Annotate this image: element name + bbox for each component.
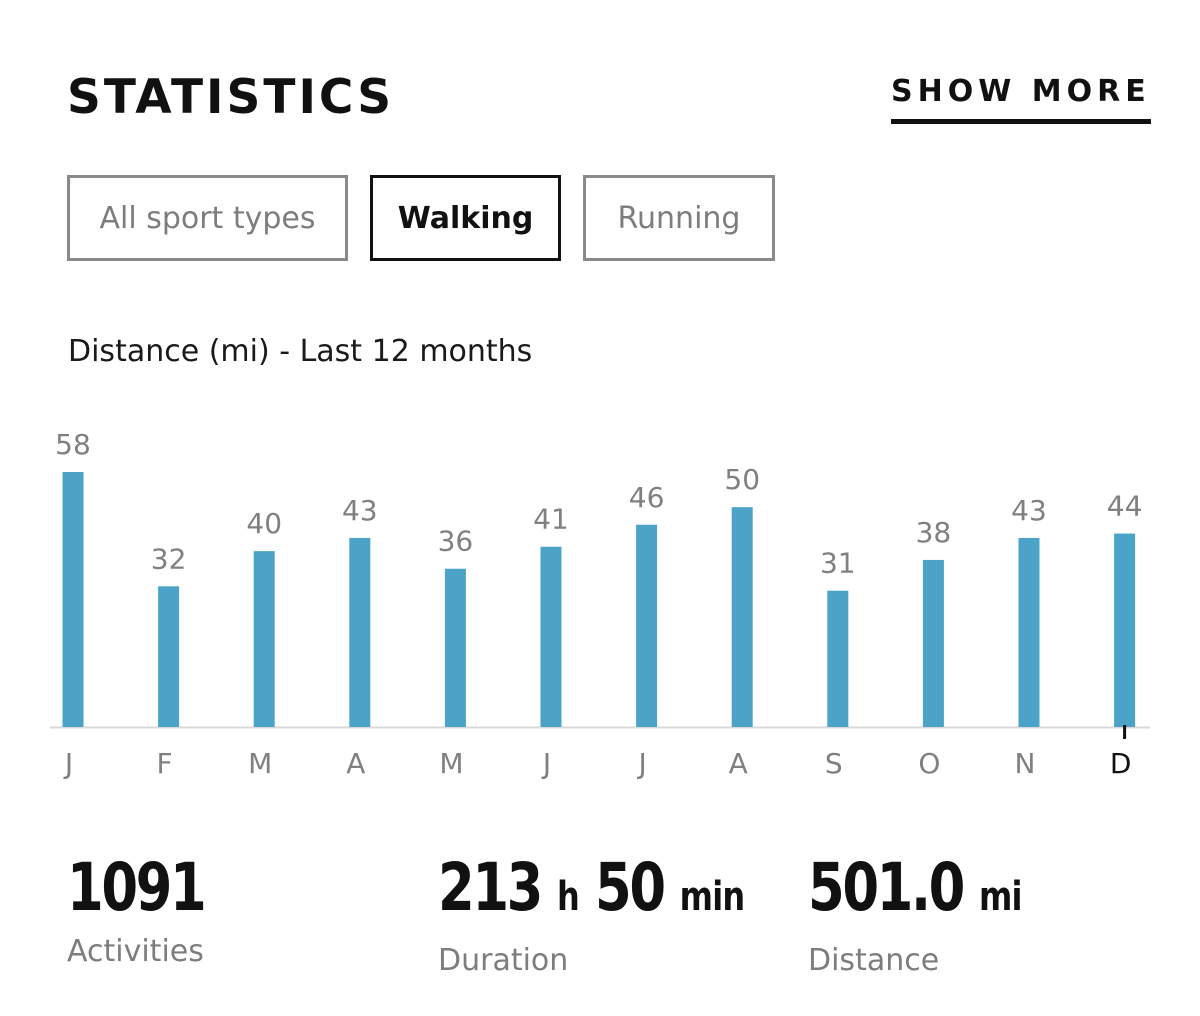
chart-bar	[158, 586, 180, 727]
bar-value-label: 46	[629, 481, 665, 514]
tab-walking[interactable]: Walking	[370, 175, 561, 261]
bar-value-label: 50	[724, 463, 760, 496]
tab-running[interactable]: Running	[583, 175, 775, 261]
bar-value-label: 40	[246, 507, 282, 540]
chart-bar	[922, 559, 944, 727]
distance-label: Distance	[808, 943, 940, 978]
duration-stat: 213 h 50 min Duration	[438, 848, 821, 978]
chart-bar	[540, 546, 562, 727]
distance-stat: 501.0 mi Distance	[808, 848, 1075, 978]
duration-hours: 213	[438, 849, 543, 926]
x-tick-label: F	[157, 747, 173, 780]
x-tick-label: D	[1110, 747, 1132, 780]
duration-minutes: 50	[594, 849, 666, 926]
bar-value-label: 43	[342, 494, 378, 527]
chart-bar	[1114, 533, 1136, 727]
x-tick-label: M	[248, 747, 272, 780]
bar-value-label: 43	[1011, 494, 1047, 527]
show-more-button[interactable]: SHOW MORE	[891, 74, 1151, 124]
distance-unit: mi	[979, 874, 1023, 920]
activities-stat: 1091 Activities	[67, 848, 239, 969]
chart-bar	[444, 568, 466, 727]
bar-value-label: 58	[55, 428, 91, 461]
bar-value-label: 44	[1107, 490, 1143, 523]
x-tick-label: N	[1015, 747, 1036, 780]
distance-value: 501.0 mi	[808, 848, 1023, 937]
bar-value-label: 31	[820, 547, 856, 580]
duration-value: 213 h 50 min	[438, 848, 745, 937]
x-tick-label: O	[918, 747, 940, 780]
x-tick-label: J	[636, 747, 646, 780]
chart-bar	[253, 551, 275, 727]
chart-bar	[636, 524, 658, 727]
x-tick-label: A	[346, 747, 365, 780]
chart-bar	[731, 507, 753, 727]
duration-hours-unit: h	[557, 874, 580, 920]
activities-label: Activities	[67, 934, 204, 969]
bar-value-label: 36	[438, 525, 474, 558]
tab-all-sport-types[interactable]: All sport types	[67, 175, 348, 261]
bar-value-label: 32	[151, 542, 187, 575]
activities-value: 1091	[67, 848, 207, 928]
bar-value-label: 41	[533, 503, 569, 536]
page-title: STATISTICS	[67, 70, 395, 125]
duration-label: Duration	[438, 943, 569, 978]
activities-count: 1091	[67, 849, 207, 926]
x-tick-label: J	[541, 747, 551, 780]
chart-bar	[349, 537, 371, 727]
distance-bar-chart: 58 J 32 F 40 M 43 A 36 M 41 J 46 J 50 A 31 S 38 O 43 N 44 D	[50, 428, 1150, 780]
x-tick-label: J	[63, 747, 73, 780]
chart-bar	[62, 472, 84, 727]
chart-title: Distance (mi) - Last 12 months	[68, 334, 533, 369]
x-tick-label: M	[439, 747, 463, 780]
chart-bar	[1018, 537, 1040, 727]
bar-value-label: 38	[916, 516, 952, 549]
x-tick-label: S	[825, 747, 843, 780]
x-tick-label: A	[729, 747, 748, 780]
chart-bar	[827, 590, 849, 727]
duration-minutes-unit: min	[679, 874, 745, 920]
distance-amount: 501.0	[808, 849, 965, 926]
